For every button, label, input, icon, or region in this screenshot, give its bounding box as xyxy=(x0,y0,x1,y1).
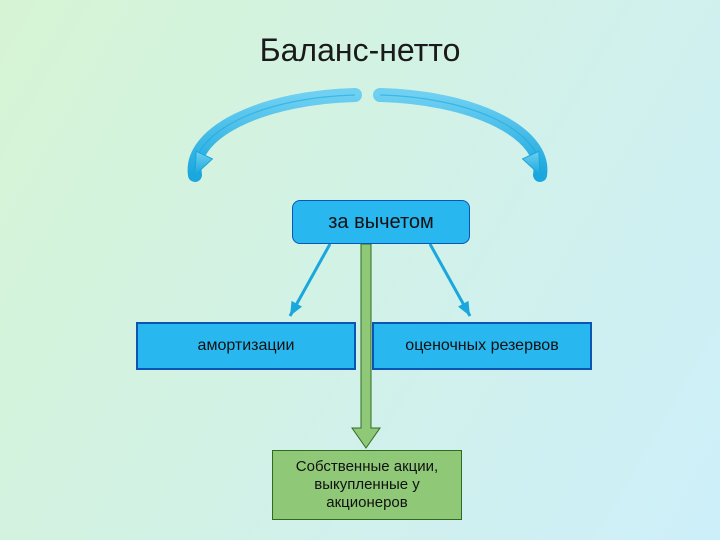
box-right: оценочных резервов xyxy=(372,322,592,370)
diagram-title-text: Баланс-нетто xyxy=(260,32,461,68)
box-bottom-text: Собственные акции, выкупленные у акционе… xyxy=(279,458,455,512)
box-left: амортизации xyxy=(136,322,356,370)
diagram-title: Баланс-нетто xyxy=(0,32,720,69)
box-bottom: Собственные акции, выкупленные у акционе… xyxy=(272,450,462,520)
box-left-text: амортизации xyxy=(198,337,295,355)
box-right-text: оценочных резервов xyxy=(405,337,558,355)
box-minus: за вычетом xyxy=(292,200,470,244)
diagram-stage: Баланс-нетто за вычетом амортизации оцен… xyxy=(0,0,720,540)
box-minus-text: за вычетом xyxy=(328,211,434,234)
